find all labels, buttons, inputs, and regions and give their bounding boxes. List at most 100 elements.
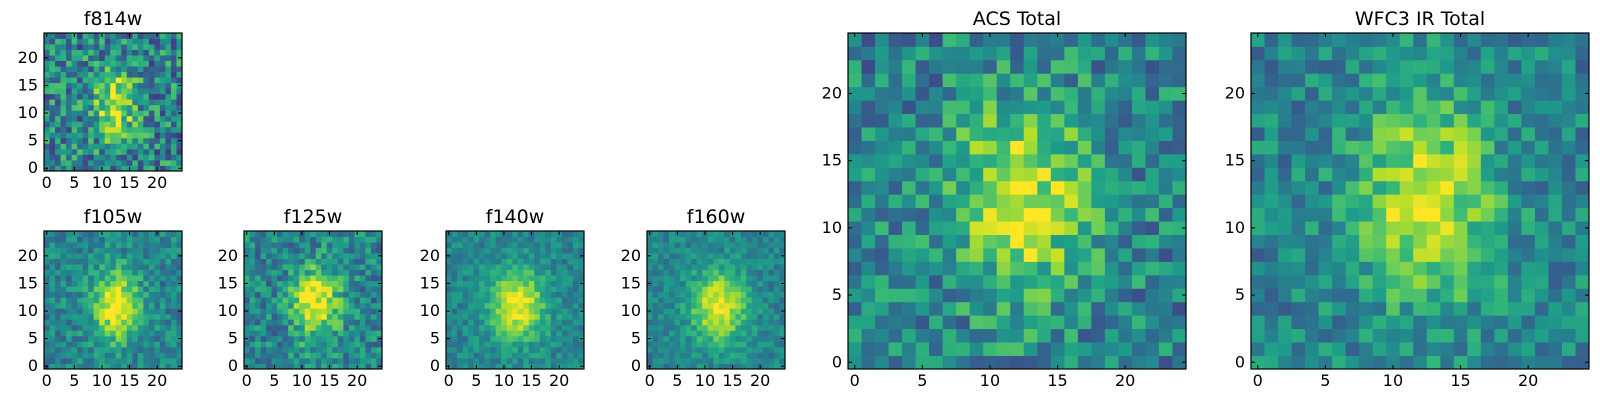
heatmap-cell [556,280,563,287]
heatmap-cell [143,335,150,342]
heatmap-cell [929,315,944,330]
heatmap-cell [875,248,889,262]
heatmap-cell [282,341,289,348]
heatmap-cell [1494,342,1509,356]
heatmap-cell [44,66,50,73]
heatmap-cell [1399,127,1414,141]
heatmap-cell [88,88,95,95]
heatmap-cell [365,352,372,359]
heatmap-cell [1091,355,1106,370]
heatmap-cell [126,66,133,73]
heatmap-cell [1467,46,1482,61]
heatmap-cell [1145,100,1160,115]
heatmap-cell [848,100,862,115]
heatmap-cell [1037,59,1052,74]
heatmap-cell [746,247,753,254]
heatmap-cell [132,335,139,342]
heatmap-cell [1561,221,1576,235]
heatmap-cell [539,352,546,359]
heatmap-cell [343,275,350,282]
heatmap-cell [115,137,122,144]
heatmap-cell [1050,113,1065,128]
heatmap-cell [512,319,519,326]
heatmap-cell [110,297,117,304]
heatmap-cell [88,49,95,56]
heatmap-cell [652,363,659,370]
heatmap-cell [1050,342,1065,356]
heatmap-cell [773,363,780,370]
heatmap-cell [663,313,670,320]
heatmap-cell [354,302,361,309]
heatmap-cell [740,269,747,276]
heatmap-cell [143,165,150,172]
heatmap-cell [154,302,161,309]
heatmap-cell [110,313,117,320]
heatmap-cell [1131,234,1146,249]
heatmap-cell [110,71,117,78]
heatmap-cell [1507,113,1522,128]
heatmap-cell [249,363,256,370]
heatmap-cell [457,291,463,298]
heatmap-cell [942,127,957,141]
heatmap-cell [293,313,300,320]
heatmap-cell [506,357,513,364]
heatmap-cell [110,44,117,50]
heatmap-cell [321,341,328,348]
heatmap-cell [1172,355,1187,370]
heatmap-cell [82,341,89,348]
heatmap-cell [762,319,769,326]
heatmap-cell [1131,248,1146,262]
heatmap-cell [929,127,944,141]
heatmap-cell [354,236,361,243]
heatmap-cell [517,236,524,243]
heatmap-cell [71,88,78,95]
heatmap-cell [271,313,278,320]
heatmap-cell [534,324,541,331]
heatmap-cell [66,291,72,298]
heatmap-cell [77,302,84,309]
heatmap-cell [370,253,377,259]
heatmap-cell [757,253,764,259]
heatmap-cell [299,269,306,276]
heatmap-cell [44,302,50,309]
heatmap-cell [110,346,117,353]
heatmap-cell [115,143,122,150]
heatmap-cell [1440,194,1455,209]
heatmap-cell [1091,328,1106,343]
heatmap-cell [473,346,480,353]
heatmap-cell [337,286,344,293]
heatmap-cell [1172,33,1187,47]
heatmap-cell [60,324,67,331]
heatmap-cell [121,335,128,342]
heatmap-cell [370,357,377,364]
heatmap-cell [707,275,714,282]
heatmap-cell [148,38,155,45]
heatmap-cell [1534,342,1549,356]
heatmap-cell [165,253,172,259]
heatmap-cell [1386,113,1401,128]
heatmap-cell [506,269,513,276]
heatmap-cell [875,33,889,47]
heatmap-cell [751,286,758,293]
heatmap-cell [326,308,333,315]
heatmap-cell [1023,355,1038,370]
heatmap-cell [1278,127,1292,141]
heatmap-cell [1386,301,1401,316]
heatmap-cell [154,104,161,111]
heatmap-cell [1251,355,1265,370]
heatmap-cell [277,308,284,315]
heatmap-cell [332,308,339,315]
heatmap-cell [93,38,100,45]
heatmap-cell [545,258,552,265]
heatmap-cell [1010,234,1025,249]
heatmap-cell [1010,59,1025,74]
heatmap-cell [484,302,491,309]
heatmap-cell [159,137,166,144]
heatmap-cell [523,264,530,271]
heatmap-cell [1345,46,1360,61]
heatmap-cell [121,280,128,287]
heatmap-cell [370,286,377,293]
heatmap-cell [170,269,177,276]
heatmap-cell [539,253,546,259]
heatmap-cell [71,55,78,61]
